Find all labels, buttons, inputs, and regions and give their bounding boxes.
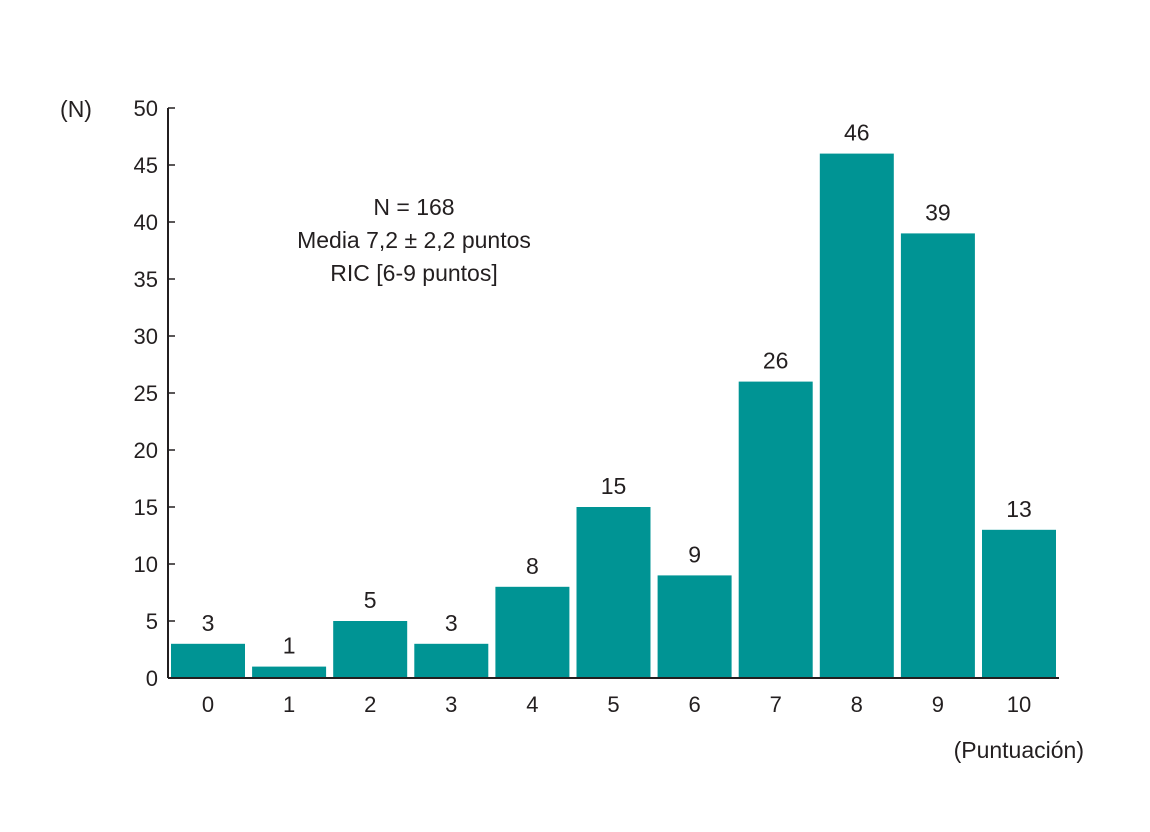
- bar-3: [414, 643, 489, 678]
- bar-value-label-8: 46: [844, 120, 870, 146]
- bar-8: [819, 153, 894, 679]
- y-tick-label-45: 45: [134, 153, 158, 178]
- y-tick-label-20: 20: [134, 438, 158, 463]
- bar-2: [333, 621, 408, 678]
- y-tick-label-50: 50: [134, 96, 158, 121]
- y-tick-label-35: 35: [134, 267, 158, 292]
- y-ticks-group: 0 5 10 15 20 25 30 35 40 45 50: [134, 96, 175, 691]
- bar-value-label-0: 3: [202, 610, 215, 636]
- x-tick-label-9: 9: [932, 692, 944, 717]
- bar-value-label-3: 3: [445, 610, 458, 636]
- bar-6: [657, 575, 732, 678]
- x-tick-label-7: 7: [770, 692, 782, 717]
- x-tick-label-1: 1: [283, 692, 295, 717]
- x-axis-label: (Puntuación): [954, 737, 1084, 763]
- bar-10: [982, 529, 1056, 678]
- x-tick-label-2: 2: [364, 692, 376, 717]
- bar-value-label-9: 39: [925, 199, 951, 225]
- y-axis-label: (N): [60, 96, 92, 122]
- x-tick-label-10: 10: [1007, 692, 1031, 717]
- y-tick-label-10: 10: [134, 552, 158, 577]
- y-tick-label-40: 40: [134, 210, 158, 235]
- bar-value-label-4: 8: [526, 553, 539, 579]
- y-tick-label-0: 0: [146, 666, 158, 691]
- bar-value-label-1: 1: [283, 633, 296, 659]
- bar-9: [900, 233, 975, 678]
- x-ticks-group: 0 1 2 3 4 5 6 7 8 9 10: [202, 692, 1031, 717]
- bar-1: [252, 666, 327, 678]
- annotation-line-1: N = 168: [373, 194, 454, 220]
- bar-0: [171, 643, 245, 678]
- y-tick-label-15: 15: [134, 495, 158, 520]
- y-tick-label-25: 25: [134, 381, 158, 406]
- x-tick-label-3: 3: [445, 692, 457, 717]
- bar-4: [495, 586, 570, 678]
- bar-5: [576, 507, 651, 678]
- x-tick-label-5: 5: [607, 692, 619, 717]
- x-tick-label-0: 0: [202, 692, 214, 717]
- y-tick-label-30: 30: [134, 324, 158, 349]
- annotation-line-3: RIC [6-9 puntos]: [330, 260, 497, 286]
- bars-group: [171, 153, 1056, 679]
- bar-value-label-7: 26: [763, 348, 789, 374]
- x-tick-label-4: 4: [526, 692, 538, 717]
- bar-value-label-10: 13: [1006, 496, 1032, 522]
- x-tick-label-8: 8: [851, 692, 863, 717]
- x-tick-label-6: 6: [688, 692, 700, 717]
- annotation-line-2: Media 7,2 ± 2,2 puntos: [297, 227, 531, 253]
- bar-7: [738, 381, 813, 678]
- bar-value-label-6: 9: [688, 541, 701, 567]
- y-tick-label-5: 5: [146, 609, 158, 634]
- bar-value-label-5: 15: [601, 473, 627, 499]
- bar-value-label-2: 5: [364, 587, 377, 613]
